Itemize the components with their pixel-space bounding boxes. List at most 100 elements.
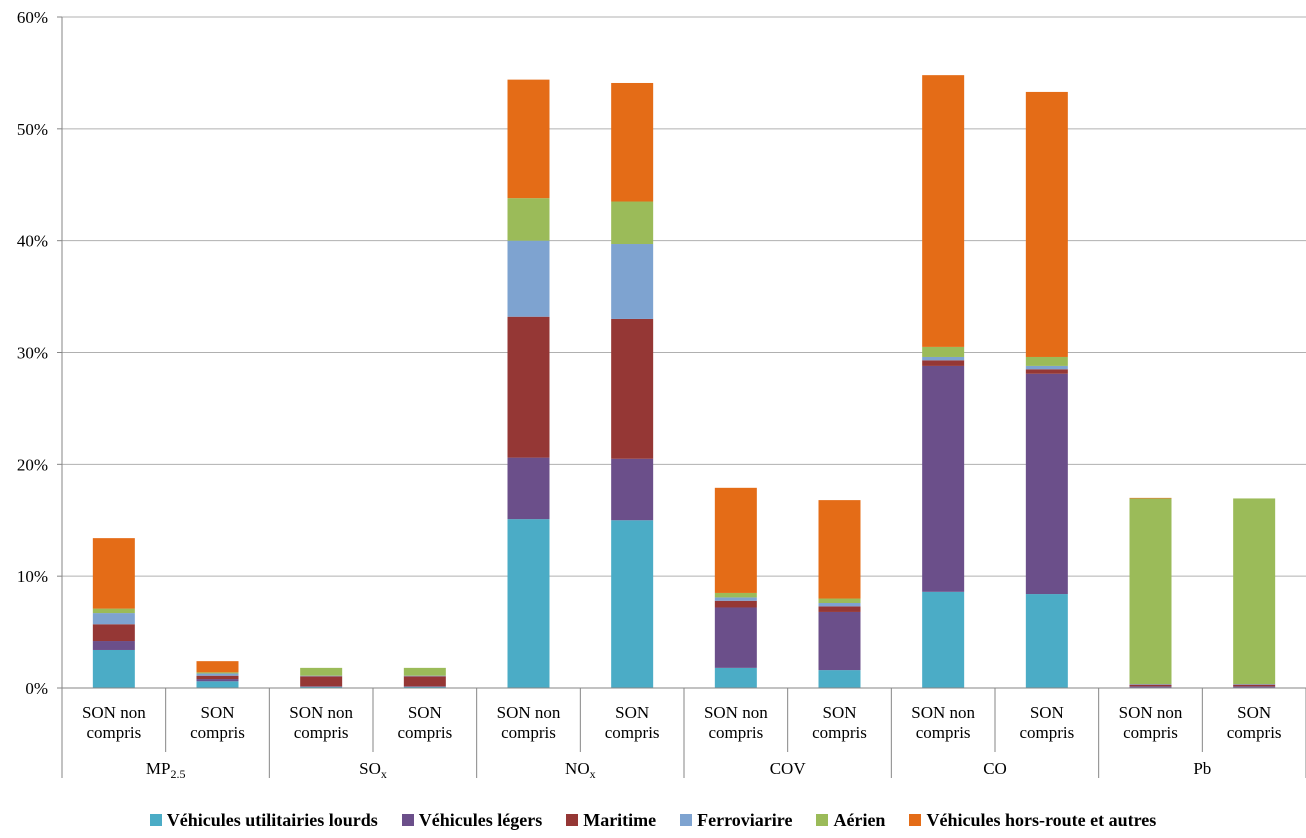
bar-segment <box>818 670 861 688</box>
legend-item: Véhicules légers <box>401 809 543 831</box>
legend-swatch <box>680 814 693 826</box>
axes <box>57 16 1306 778</box>
bar-segment <box>714 667 757 688</box>
bar-segment <box>611 520 654 688</box>
bar-segment <box>818 603 861 607</box>
x-subcategory-label: SON compris <box>812 703 867 742</box>
bar-segment <box>1025 356 1068 366</box>
y-tick-label: 60% <box>17 8 48 27</box>
bar-segment <box>403 686 446 688</box>
x-group-label: NOx <box>565 759 596 781</box>
bar-segment <box>196 675 239 680</box>
x-subcategory-label: SON non compris <box>1119 703 1183 742</box>
legend-swatch <box>909 814 922 826</box>
bar-segment <box>403 686 446 687</box>
bar-segment <box>1233 686 1276 688</box>
x-group-label: SOx <box>359 759 387 781</box>
bar-segment <box>1025 373 1068 595</box>
bar-segment <box>611 318 654 459</box>
bar-segment <box>507 519 550 688</box>
bar-segment <box>714 487 757 593</box>
legend-item: Véhicules hors-route et autres <box>909 810 1156 831</box>
bar-segment <box>300 686 343 688</box>
bar-segment <box>922 346 965 357</box>
bar-segment <box>92 608 135 614</box>
y-tick-label: 30% <box>17 344 48 363</box>
x-group-label: Pb <box>1193 759 1211 778</box>
bar-segment <box>1233 684 1276 685</box>
legend: Véhicules utilitairies lourds Véhicules l… <box>0 806 1306 834</box>
bar-segment <box>1025 594 1068 688</box>
bar-segment <box>403 676 446 687</box>
x-group-label: COV <box>770 759 807 778</box>
legend-label: Aérien <box>833 809 886 830</box>
x-subcategory-label: SON compris <box>1227 703 1282 742</box>
bar-segment <box>92 538 135 609</box>
bar-segment <box>1129 686 1172 688</box>
bar-segment <box>818 500 861 599</box>
bar-segment <box>507 79 550 199</box>
bar-segment <box>300 667 343 676</box>
bar-segment <box>818 606 861 612</box>
legend-label: Maritime <box>583 809 657 830</box>
y-tick-label: 50% <box>17 120 48 139</box>
bar-segment <box>300 676 343 687</box>
bar-segment <box>611 82 654 202</box>
x-subcategory-label: SON non compris <box>289 703 353 742</box>
bar-segment <box>714 607 757 668</box>
gridlines <box>62 16 1306 577</box>
y-tick-label: 10% <box>17 567 48 586</box>
bar-segment <box>507 457 550 520</box>
bar-segment <box>92 624 135 642</box>
x-subcategory-label: SON non compris <box>704 703 768 742</box>
bar-segment <box>922 360 965 366</box>
legend-item: Véhicules utilitairies lourds <box>149 809 378 831</box>
bar-segment <box>196 672 239 674</box>
x-subcategory-label: SON non compris <box>82 703 146 742</box>
bar-segment <box>300 675 343 677</box>
legend-item: Ferroviarire <box>680 810 792 831</box>
bar-segment <box>611 244 654 319</box>
bar-segment <box>403 667 446 676</box>
bar-segment <box>1233 684 1276 687</box>
legend-swatch <box>149 814 162 826</box>
legend-swatch <box>816 814 829 826</box>
bar-segment <box>818 611 861 671</box>
x-axis-labels: SON non compris SON compris SON non compris SO… <box>82 703 1282 781</box>
bar-segment <box>1129 684 1172 685</box>
bar-segment <box>714 600 757 608</box>
x-subcategory-label: SON compris <box>190 703 245 742</box>
bar-segment <box>92 613 135 625</box>
bar-segment <box>922 365 965 592</box>
bar-segment <box>818 598 861 604</box>
x-group-label: MP2.5 <box>146 759 186 781</box>
bar-segment <box>196 681 239 688</box>
bar-segment <box>196 673 239 676</box>
bar-segment <box>1233 498 1276 685</box>
x-subcategory-label: SON non compris <box>911 703 975 742</box>
legend-label: Véhicules légers <box>418 809 543 830</box>
bar-segment <box>1129 684 1172 687</box>
y-tick-label: 0% <box>25 679 48 698</box>
x-subcategory-label: SON non compris <box>497 703 561 742</box>
bar-segment <box>714 597 757 601</box>
bar-segment <box>92 641 135 650</box>
bar-segment <box>507 198 550 241</box>
y-tick-label: 40% <box>17 232 48 251</box>
bar-segment <box>1025 365 1068 370</box>
bar-segment <box>611 458 654 521</box>
bar-segment <box>300 686 343 687</box>
bar-segment <box>922 75 965 347</box>
x-subcategory-label: SON compris <box>1019 703 1074 742</box>
legend-swatch <box>401 814 414 826</box>
bar-segment <box>922 356 965 361</box>
bar-segment <box>196 679 239 682</box>
x-group-label: CO <box>983 759 1007 778</box>
legend-swatch <box>566 814 579 826</box>
legend-label: Véhicules utilitairies lourds <box>166 809 378 830</box>
bar-segment <box>1025 91 1068 357</box>
bars <box>92 75 1276 688</box>
bar-segment <box>196 661 239 673</box>
y-tick-label: 20% <box>17 455 48 474</box>
